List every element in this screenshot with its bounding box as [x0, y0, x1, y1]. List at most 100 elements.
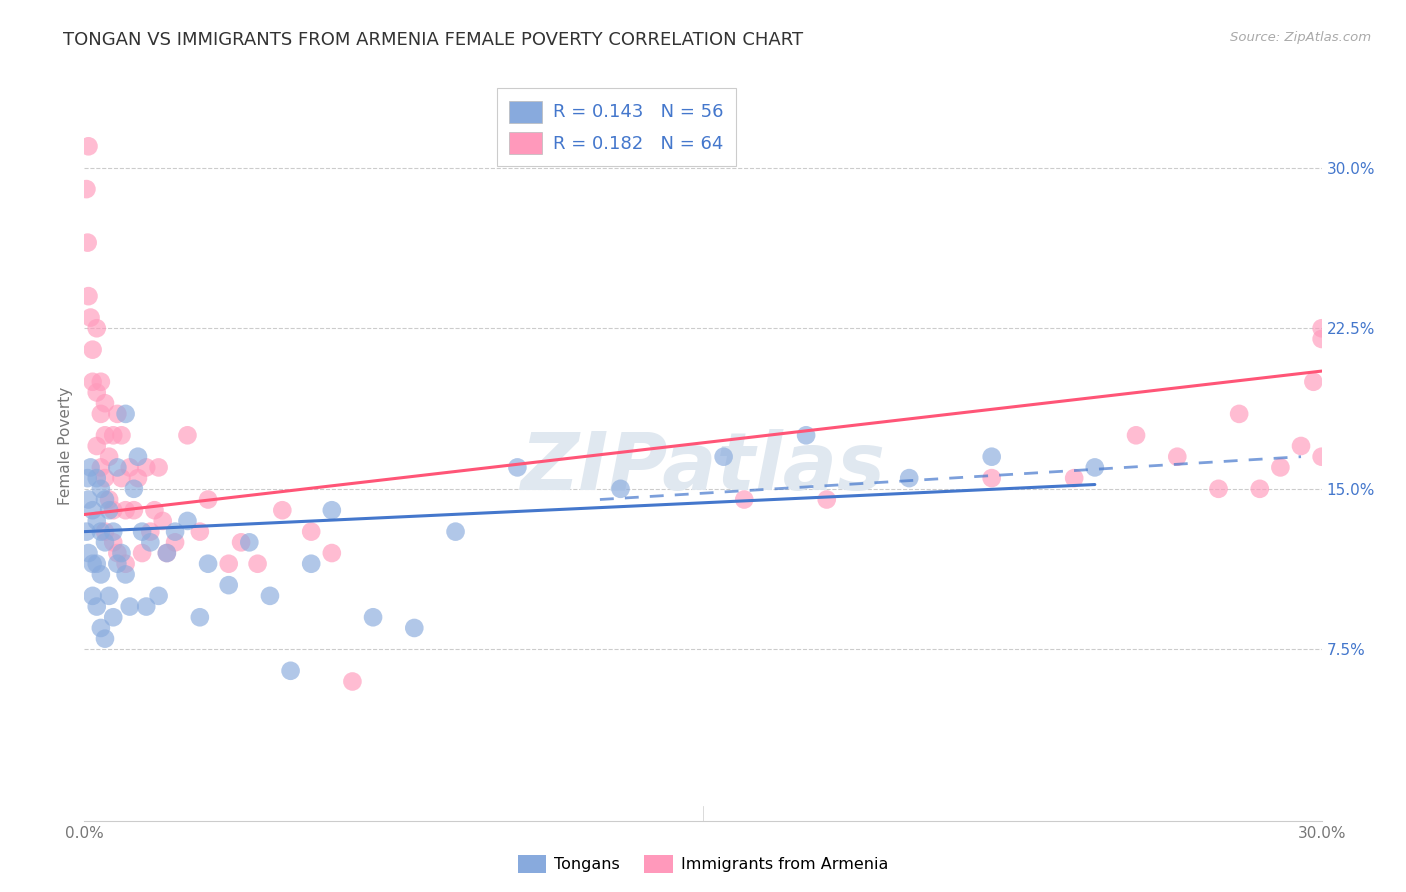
Point: [86, 439, 108, 453]
Point: [299, 524, 322, 539]
Point: [98, 589, 121, 603]
Text: Source: ZipAtlas.com: Source: ZipAtlas.com: [1230, 31, 1371, 45]
Point: [188, 524, 211, 539]
Point: [794, 428, 817, 442]
Point: [122, 482, 145, 496]
Point: [77, 139, 100, 153]
Point: [90, 482, 112, 496]
Point: [143, 503, 166, 517]
Point: [1310, 450, 1333, 464]
Point: [90, 375, 112, 389]
Point: [86, 514, 108, 528]
Point: [197, 557, 219, 571]
Point: [94, 396, 117, 410]
Point: [506, 460, 529, 475]
Point: [103, 428, 125, 442]
Point: [110, 471, 132, 485]
Point: [103, 535, 125, 549]
Point: [1289, 439, 1312, 453]
Point: [105, 546, 128, 560]
Point: [218, 578, 240, 592]
Point: [156, 546, 179, 560]
Point: [82, 343, 104, 357]
Point: [98, 503, 121, 517]
Point: [1310, 321, 1333, 335]
Point: [156, 546, 179, 560]
Point: [77, 546, 100, 560]
Point: [1302, 375, 1324, 389]
Point: [79, 310, 101, 325]
Point: [114, 503, 136, 517]
Point: [79, 460, 101, 475]
Point: [1063, 471, 1085, 485]
Point: [94, 524, 117, 539]
Point: [152, 514, 174, 528]
Point: [246, 557, 269, 571]
Point: [404, 621, 426, 635]
Point: [86, 599, 108, 614]
Point: [98, 450, 121, 464]
Point: [94, 471, 117, 485]
Point: [176, 428, 198, 442]
Point: [980, 450, 1002, 464]
Point: [1084, 460, 1107, 475]
Point: [90, 567, 112, 582]
Point: [94, 492, 117, 507]
Point: [165, 524, 187, 539]
Point: [75, 524, 97, 539]
Legend: Tongans, Immigrants from Armenia: Tongans, Immigrants from Armenia: [512, 848, 894, 880]
Point: [218, 557, 240, 571]
Point: [90, 524, 112, 539]
Legend: R = 0.143   N = 56, R = 0.182   N = 64: R = 0.143 N = 56, R = 0.182 N = 64: [496, 88, 735, 166]
Point: [1270, 460, 1292, 475]
Point: [114, 407, 136, 421]
Point: [815, 492, 838, 507]
Point: [94, 632, 117, 646]
Text: TONGAN VS IMMIGRANTS FROM ARMENIA FEMALE POVERTY CORRELATION CHART: TONGAN VS IMMIGRANTS FROM ARMENIA FEMALE…: [63, 31, 803, 49]
Point: [361, 610, 384, 624]
Point: [118, 599, 141, 614]
Point: [105, 557, 128, 571]
Point: [131, 524, 153, 539]
Point: [188, 610, 211, 624]
Point: [114, 567, 136, 582]
Point: [271, 503, 294, 517]
Point: [122, 503, 145, 517]
Point: [131, 546, 153, 560]
Point: [86, 321, 108, 335]
Point: [94, 428, 117, 442]
Point: [259, 589, 281, 603]
Point: [114, 557, 136, 571]
Point: [110, 428, 132, 442]
Point: [609, 482, 631, 496]
Point: [103, 503, 125, 517]
Point: [127, 450, 149, 464]
Point: [1208, 482, 1230, 496]
Point: [1227, 407, 1250, 421]
Point: [98, 492, 121, 507]
Point: [86, 385, 108, 400]
Point: [238, 535, 260, 549]
Point: [197, 492, 219, 507]
Point: [82, 375, 104, 389]
Point: [148, 460, 170, 475]
Point: [321, 503, 343, 517]
Point: [139, 524, 162, 539]
Point: [127, 471, 149, 485]
Point: [898, 471, 921, 485]
Point: [444, 524, 467, 539]
Y-axis label: Female Poverty: Female Poverty: [58, 387, 73, 505]
Point: [1125, 428, 1147, 442]
Text: ZIPatlas: ZIPatlas: [520, 429, 886, 508]
Point: [1166, 450, 1188, 464]
Point: [110, 546, 132, 560]
Point: [90, 407, 112, 421]
Point: [1249, 482, 1271, 496]
Point: [139, 535, 162, 549]
Point: [280, 664, 302, 678]
Point: [76, 235, 98, 250]
Point: [135, 460, 157, 475]
Point: [118, 460, 141, 475]
Point: [135, 599, 157, 614]
Point: [299, 557, 322, 571]
